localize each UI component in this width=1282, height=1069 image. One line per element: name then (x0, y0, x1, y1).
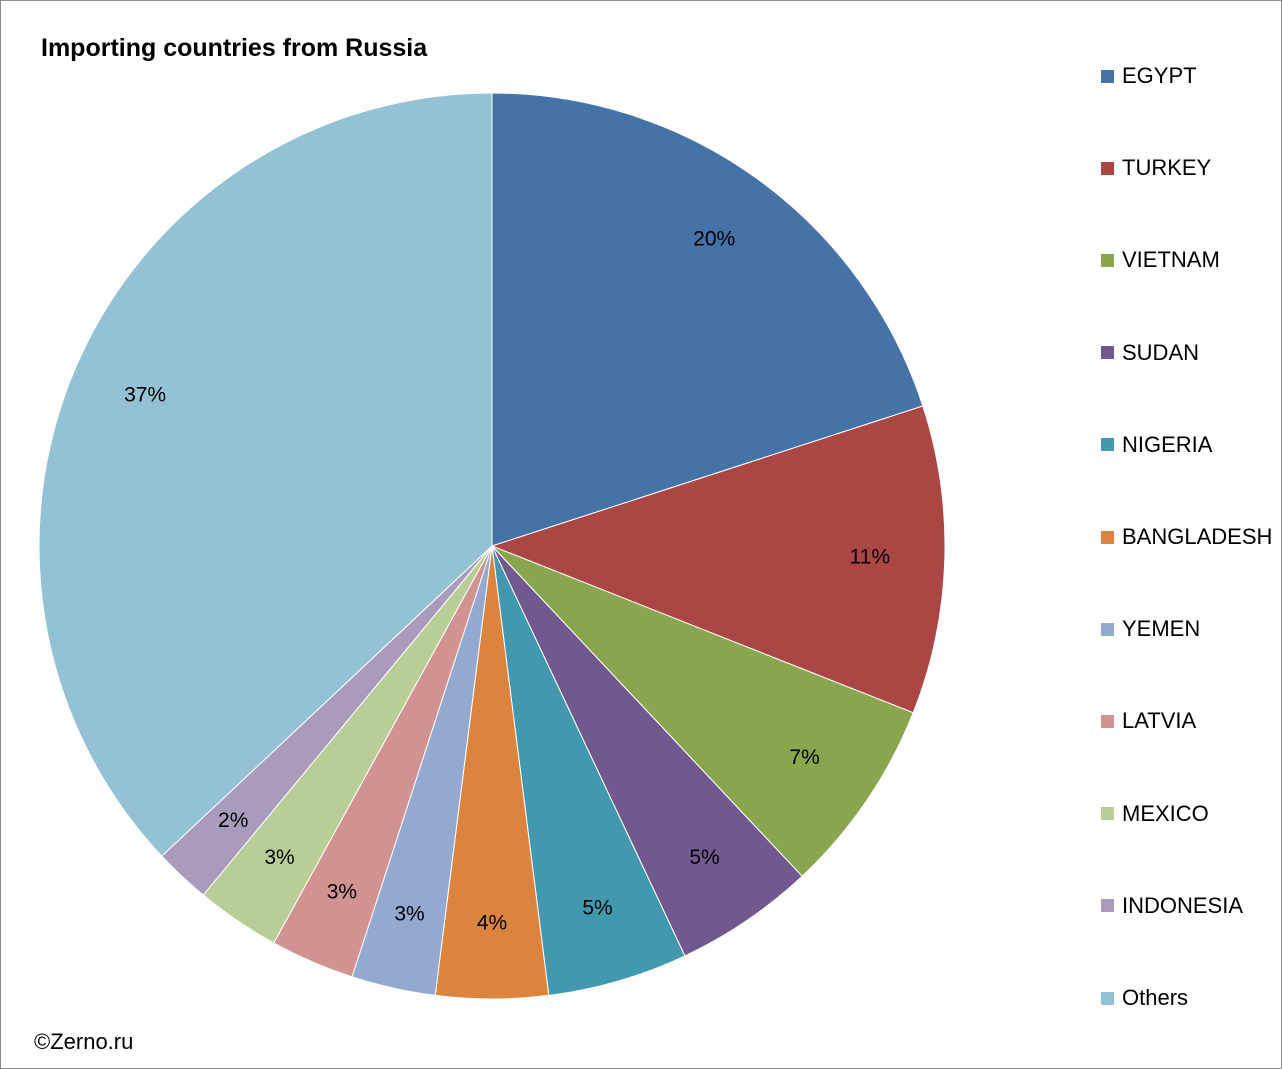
slice-label-nigeria: 5% (582, 897, 612, 920)
legend-label: LATVIA (1122, 708, 1197, 734)
legend-item-egypt[interactable]: EGYPT (1101, 61, 1197, 91)
legend-item-vietnam[interactable]: VIETNAM (1101, 245, 1220, 275)
legend-item-latvia[interactable]: LATVIA (1101, 706, 1196, 736)
slice-label-turkey: 11% (850, 545, 890, 568)
slice-label-mexico: 3% (264, 846, 294, 869)
legend-item-others[interactable]: Others (1101, 983, 1188, 1013)
slice-label-latvia: 3% (327, 880, 357, 903)
legend-label: TURKEY (1122, 155, 1212, 181)
legend-label: INDONESIA (1122, 892, 1244, 918)
legend-label: NIGERIA (1122, 431, 1213, 457)
legend-label: EGYPT (1122, 63, 1197, 88)
copyright-text: ©Zerno.ru (34, 1029, 134, 1054)
legend-item-indonesia[interactable]: INDONESIA (1101, 891, 1243, 921)
slice-label-egypt: 20% (693, 228, 735, 251)
legend-item-sudan[interactable]: SUDAN (1101, 338, 1199, 368)
legend-label: VIETNAM (1122, 247, 1220, 273)
legend-item-yemen[interactable]: YEMEN (1101, 614, 1200, 644)
pie-slice-sudan[interactable] (491, 545, 803, 957)
legend-swatch (1101, 346, 1114, 360)
legend-item-nigeria[interactable]: NIGERIA (1101, 430, 1212, 460)
legend-label: MEXICO (1122, 800, 1209, 826)
slice-label-yemen: 3% (394, 902, 424, 925)
slice-label-bangladesh: 4% (477, 912, 507, 935)
legend-item-mexico[interactable]: MEXICO (1101, 799, 1209, 829)
legend-swatch (1101, 714, 1114, 728)
legend-item-bangladesh[interactable]: BANGLADESH (1101, 522, 1272, 552)
legend-label: YEMEN (1122, 616, 1201, 642)
legend-swatch (1101, 622, 1114, 636)
legend-label: Others (1122, 985, 1189, 1010)
pie-slice-others[interactable] (38, 92, 493, 857)
legend-item-turkey[interactable]: TURKEY (1101, 153, 1211, 183)
chart-legend: EGYPT TURKEY VIETNAM SUDAN NIGERIA BANGLADESH… (1101, 61, 1279, 1021)
slice-label-sudan: 5% (689, 846, 719, 869)
legend-swatch (1101, 807, 1114, 821)
legend-swatch (1101, 991, 1114, 1005)
legend-swatch (1101, 438, 1114, 452)
slice-label-vietnam: 7% (789, 746, 819, 769)
pie-slice-turkey[interactable] (490, 405, 946, 714)
legend-label: BANGLADESH (1122, 524, 1273, 549)
pie-slice-egypt[interactable] (491, 92, 924, 547)
slice-label-indonesia: 2% (218, 809, 248, 832)
pie-slice-vietnam[interactable] (491, 545, 914, 877)
legend-swatch (1101, 899, 1114, 913)
legend-swatch (1101, 161, 1114, 175)
legend-swatch (1101, 530, 1114, 544)
chart-title: Importing countries from Russia (41, 34, 428, 62)
legend-label: SUDAN (1122, 339, 1200, 365)
pie-slice-nigeria[interactable] (491, 545, 686, 996)
slice-label-others: 37% (124, 383, 166, 406)
legend-swatch (1101, 69, 1114, 83)
legend-swatch (1101, 253, 1114, 267)
